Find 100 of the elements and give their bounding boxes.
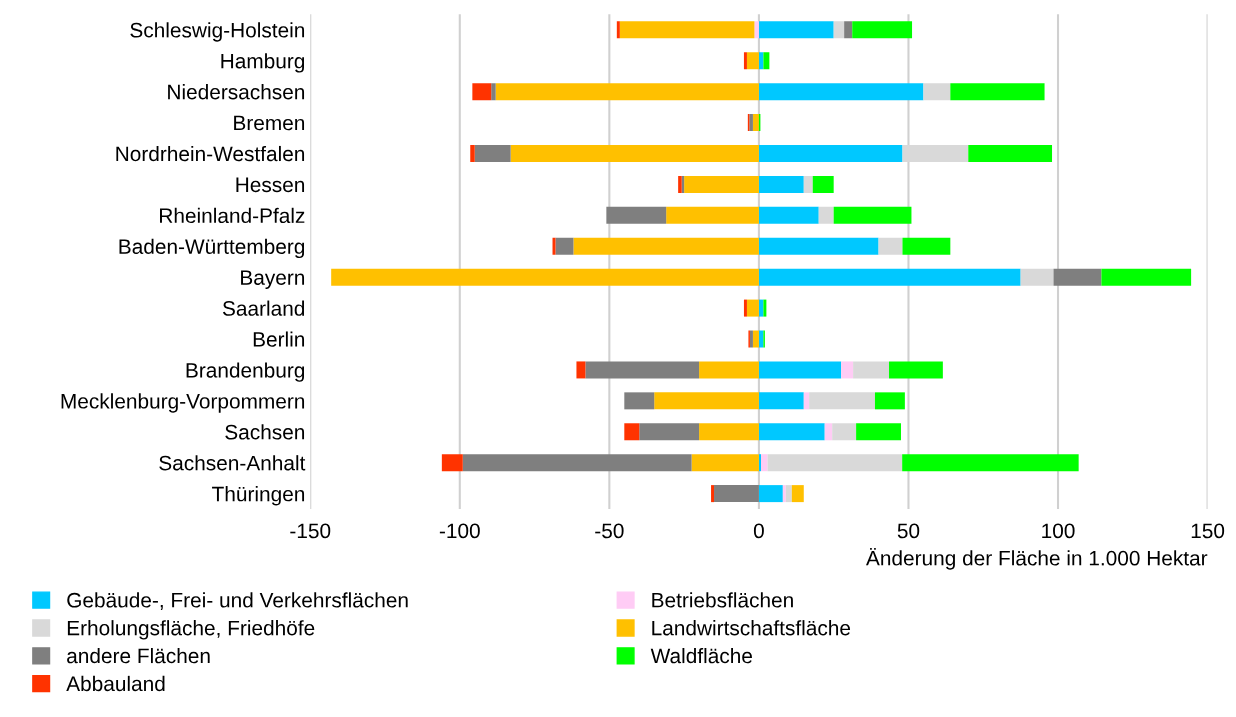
y-tick-label: Bayern — [241, 270, 305, 290]
x-tick-label: -150 — [290, 523, 331, 539]
bar — [1020, 268, 1054, 286]
bar — [654, 392, 759, 410]
y-tick-label: Schleswig-Holstein — [130, 22, 305, 42]
bar — [699, 361, 759, 379]
bar — [576, 361, 586, 379]
x-tick-label: 100 — [1042, 523, 1075, 539]
bar — [844, 21, 853, 39]
bar — [555, 237, 574, 255]
bar — [510, 144, 759, 162]
x-axis-title: Änderung der Fläche in 1.000 Hektar — [866, 547, 1208, 570]
bar — [889, 361, 943, 379]
legend-label: andere Flächen — [67, 647, 210, 664]
bar — [746, 52, 759, 70]
bar — [552, 237, 556, 255]
bar — [666, 206, 759, 224]
bar — [470, 144, 475, 162]
bar — [1053, 268, 1102, 286]
bar — [441, 454, 463, 472]
x-tick-label: 50 — [897, 523, 920, 539]
y-tick-label: Hessen — [236, 177, 305, 193]
x-tick-label: -50 — [595, 523, 624, 539]
bar — [474, 144, 511, 162]
bar — [761, 454, 768, 472]
bar — [856, 423, 901, 441]
y-tick-label: Brandenburg — [186, 362, 305, 382]
legend-label: Erholungsfläche, Friedhöfe — [67, 620, 315, 640]
bar — [758, 268, 1021, 286]
x-tick-label: 0 — [753, 523, 764, 539]
bar — [767, 454, 903, 472]
legend-label: Abbauland — [66, 675, 165, 692]
y-tick-label: Bremen — [234, 115, 305, 131]
legend-label: Waldfläche — [650, 647, 752, 664]
bar — [763, 52, 770, 70]
y-tick-label: Sachsen-Anhalt — [159, 455, 306, 471]
bar — [758, 83, 924, 101]
bar — [491, 83, 496, 101]
y-tick-label: Thüringen — [212, 486, 305, 506]
bar — [968, 144, 1053, 162]
bar — [833, 21, 845, 39]
bar — [758, 454, 761, 472]
bar — [758, 361, 842, 379]
bar — [616, 21, 620, 39]
bar — [752, 114, 759, 132]
bar — [809, 392, 875, 410]
bar — [462, 454, 692, 472]
bar — [874, 392, 905, 410]
bar — [743, 299, 747, 317]
bar — [902, 237, 951, 255]
y-tick-label: Mecklenburg-Vorpommern — [61, 393, 305, 413]
bar — [639, 423, 700, 441]
bar — [818, 206, 834, 224]
bar — [699, 423, 759, 441]
bar — [832, 423, 857, 441]
bar — [758, 144, 903, 162]
bar — [758, 423, 825, 441]
legend-label: Landwirtschaftsfläche — [652, 620, 851, 636]
bar — [758, 175, 804, 193]
y-tick-label: Sachsen — [225, 424, 305, 440]
x-tick-label: -100 — [439, 523, 480, 539]
bar — [923, 83, 951, 101]
bar — [803, 175, 813, 193]
bar — [758, 21, 834, 39]
bar — [833, 206, 912, 224]
y-tick-label: Rheinland-Pfalz — [160, 207, 305, 224]
bar — [791, 485, 804, 503]
bar — [950, 83, 1045, 101]
bar — [585, 361, 700, 379]
bar — [852, 21, 913, 39]
y-tick-label: Hamburg — [221, 53, 305, 73]
bar — [763, 299, 767, 317]
bar — [758, 237, 879, 255]
legend-label: Betriebsflächen — [652, 592, 793, 608]
bar — [691, 454, 759, 472]
bar — [752, 330, 759, 348]
bar — [1101, 268, 1192, 286]
bar — [758, 485, 783, 503]
y-tick-label: Niedersachsen — [168, 84, 305, 100]
bar — [573, 237, 759, 255]
bar — [812, 175, 834, 193]
bar — [785, 485, 792, 503]
bar — [782, 485, 786, 503]
bar — [331, 268, 759, 286]
bar — [711, 485, 715, 503]
bar — [624, 392, 655, 410]
bar — [758, 392, 804, 410]
bar — [824, 423, 833, 441]
bar — [841, 361, 854, 379]
bar — [902, 454, 1079, 472]
bar — [606, 206, 667, 224]
bar — [878, 237, 903, 255]
bar — [754, 21, 759, 39]
bar — [619, 21, 755, 39]
legend-label: Gebäude-, Frei- und Verkehrsflächen — [67, 592, 408, 611]
bar — [684, 175, 759, 193]
y-tick-label: Berlin — [253, 331, 305, 347]
bar — [803, 392, 810, 410]
y-tick-label: Nordrhein-Westfalen — [116, 145, 305, 162]
bar — [758, 206, 819, 224]
